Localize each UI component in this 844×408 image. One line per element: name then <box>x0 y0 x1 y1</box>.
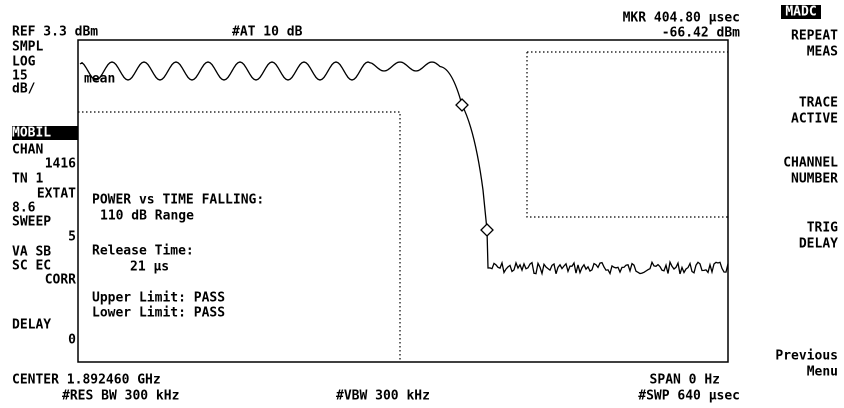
softkey-label: NUMBER <box>791 172 838 187</box>
marker-time: MKR 404.80 µsec <box>623 11 740 26</box>
release-value: 21 µs <box>130 260 169 275</box>
softkey-label: DELAY <box>799 237 838 252</box>
annotation: 8.6 <box>12 201 36 216</box>
annotation: dB/ <box>12 82 36 97</box>
annotation: SC EC <box>12 259 51 274</box>
annotation: MOBIL <box>12 126 51 141</box>
annotation: LOG <box>12 55 36 70</box>
release-label: Release Time: <box>92 244 194 259</box>
ref-level: REF 3.3 dBm <box>12 25 98 40</box>
menu-title-box <box>781 5 821 19</box>
graticule <box>77 39 729 363</box>
span: SPAN 0 Hz <box>650 373 720 388</box>
annotation: SMPL <box>12 40 43 55</box>
upper-limit-result: Upper Limit: PASS <box>92 291 225 306</box>
softkey-label: ACTIVE <box>791 112 838 127</box>
softkey-label: TRIG <box>807 221 838 236</box>
vbw: #VBW 300 kHz <box>336 389 430 404</box>
center-freq: CENTER 1.892460 GHz <box>12 373 161 388</box>
markers <box>455 98 494 237</box>
annotation: VA SB <box>12 245 51 260</box>
softkey-label: TRACE <box>799 96 838 111</box>
rbw: #RES BW 300 kHz <box>62 389 179 404</box>
attenuation: #AT 10 dB <box>232 25 303 40</box>
upper-limit-line <box>526 51 728 218</box>
annotation: 0 <box>68 333 76 348</box>
trace-label: mean <box>84 72 115 87</box>
result-range: 110 dB Range <box>100 209 194 224</box>
annotation: 1416 <box>45 157 76 172</box>
trace <box>79 61 729 276</box>
softkey-label: REPEAT <box>791 29 838 44</box>
softkey-label: Menu <box>807 365 838 380</box>
sweep-time: #SWP 640 µsec <box>638 389 740 404</box>
annotation: 15 <box>12 69 28 84</box>
softkey-label: Previous <box>775 349 838 364</box>
annotation-highlight <box>12 126 78 140</box>
softkey-label: MEAS <box>807 45 838 60</box>
lower-limit-result: Lower Limit: PASS <box>92 306 225 321</box>
annotation: CORR <box>45 273 76 288</box>
annotation: TN 1 <box>12 172 43 187</box>
annotation: CHAN <box>12 143 43 158</box>
menu-title: MADC <box>785 5 816 20</box>
annotation: 5 <box>68 230 76 245</box>
annotation: DELAY <box>12 318 51 333</box>
softkey-label: CHANNEL <box>783 156 838 171</box>
marker-level: -66.42 dBm <box>662 26 740 41</box>
annotation: EXTAT <box>37 187 76 202</box>
lower-limit-line <box>78 111 401 362</box>
result-title: POWER vs TIME FALLING: <box>92 193 264 208</box>
annotation: SWEEP <box>12 215 51 230</box>
